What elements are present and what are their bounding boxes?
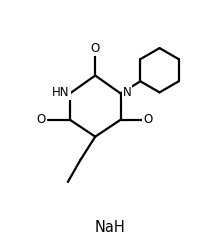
Text: HN: HN xyxy=(52,86,70,99)
Text: O: O xyxy=(143,113,153,126)
Text: O: O xyxy=(37,113,46,126)
Text: N: N xyxy=(123,86,131,99)
Text: O: O xyxy=(91,42,100,55)
Text: NaH: NaH xyxy=(95,220,125,235)
